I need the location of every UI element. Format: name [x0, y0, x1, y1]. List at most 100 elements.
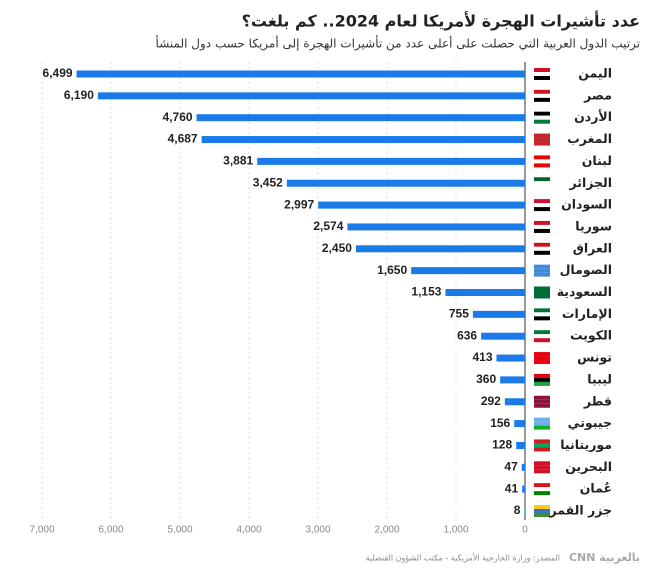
category-label: الإمارات — [562, 306, 612, 321]
flag — [534, 177, 550, 182]
flag — [534, 356, 550, 361]
bar — [481, 332, 525, 340]
value-label: 128 — [492, 438, 512, 452]
flag — [534, 89, 550, 94]
flag — [534, 338, 550, 343]
category-label: لبنان — [582, 153, 612, 168]
flag — [534, 203, 550, 208]
flag — [534, 93, 550, 98]
flag — [534, 76, 550, 80]
flag — [534, 505, 550, 509]
flag — [534, 199, 550, 204]
bar — [524, 507, 525, 515]
flag — [534, 491, 550, 496]
chart-title: عدد تأشيرات الهجرة لأمريكا لعام 2024.. ك… — [242, 11, 640, 31]
bar — [347, 223, 525, 231]
bar — [445, 289, 525, 296]
category-label: تونس — [577, 350, 612, 365]
value-label: 2,450 — [322, 241, 352, 255]
bar — [286, 179, 525, 187]
category-label: البحرين — [565, 459, 612, 474]
flag — [534, 224, 550, 229]
flag — [534, 141, 550, 146]
flag — [534, 469, 550, 474]
flag — [534, 461, 550, 466]
flag — [534, 286, 550, 291]
flag — [534, 294, 550, 299]
x-tick-label: 0 — [522, 525, 528, 536]
bar — [257, 157, 525, 165]
flag — [534, 381, 550, 386]
category-label: جزر القمر — [549, 503, 612, 518]
value-label: 1,153 — [411, 285, 441, 299]
bar — [97, 92, 525, 100]
bar — [504, 398, 525, 406]
value-label: 3,452 — [253, 175, 283, 189]
flag — [534, 352, 550, 357]
value-label: 3,881 — [223, 154, 253, 168]
bar — [500, 376, 525, 384]
flag — [534, 115, 550, 120]
category-label: ليبيا — [587, 371, 612, 386]
value-label: 156 — [490, 416, 510, 430]
x-tick-label: 4,000 — [236, 525, 261, 536]
bar — [196, 114, 525, 122]
value-label: 413 — [472, 350, 492, 364]
value-label: 292 — [481, 394, 501, 408]
flag — [534, 272, 550, 277]
flag — [534, 417, 550, 422]
category-label: الصومال — [560, 262, 612, 277]
source: المصدر: وزارة الخارجية الأمريكية - مكتب … — [366, 553, 560, 563]
category-label: السعودية — [557, 284, 612, 299]
value-label: 6,499 — [43, 66, 73, 80]
logo: CNN بالعربية — [569, 551, 640, 564]
category-label: الكويت — [570, 328, 612, 343]
flag — [534, 360, 550, 365]
flag — [534, 97, 550, 102]
flag — [534, 509, 550, 513]
flag — [534, 119, 550, 124]
value-label: 636 — [457, 328, 477, 342]
bar — [201, 136, 526, 144]
category-label: عُمان — [580, 481, 612, 496]
x-tick-label: 5,000 — [167, 525, 192, 536]
category-label: سوريا — [575, 218, 612, 233]
flag — [534, 155, 550, 160]
flag — [534, 312, 550, 317]
value-label: 47 — [504, 459, 518, 473]
flag — [534, 242, 550, 247]
flag — [534, 268, 550, 273]
category-label: قطر — [583, 393, 612, 408]
flag — [534, 308, 550, 313]
bar — [516, 441, 525, 449]
category-label: اليمن — [578, 66, 612, 81]
bar — [472, 310, 525, 318]
bar — [496, 354, 525, 362]
flag — [534, 111, 550, 116]
value-label: 6,190 — [64, 88, 94, 102]
value-label: 2,574 — [313, 219, 343, 233]
flag — [534, 465, 550, 470]
flag — [534, 373, 550, 378]
chart-subtitle: ترتيب الدول العربية التي حصلت على أعلى ع… — [156, 35, 640, 52]
bar — [522, 485, 525, 493]
flag — [534, 72, 550, 76]
flag — [534, 181, 550, 186]
value-label: 4,687 — [168, 132, 198, 146]
bar — [76, 70, 525, 78]
x-tick-label: 1,000 — [443, 525, 468, 536]
category-label: الأردن — [574, 109, 612, 124]
flag — [534, 246, 550, 251]
flag — [534, 228, 550, 233]
bar — [355, 245, 525, 253]
flag — [534, 137, 550, 142]
value-label: 2,997 — [284, 197, 314, 211]
category-label: الجزائر — [568, 175, 612, 190]
flag — [534, 395, 550, 400]
flag — [534, 185, 550, 190]
category-label: العراق — [573, 240, 612, 255]
category-label: جيبوتي — [568, 415, 612, 430]
x-tick-label: 7,000 — [29, 525, 54, 536]
flag — [534, 377, 550, 382]
